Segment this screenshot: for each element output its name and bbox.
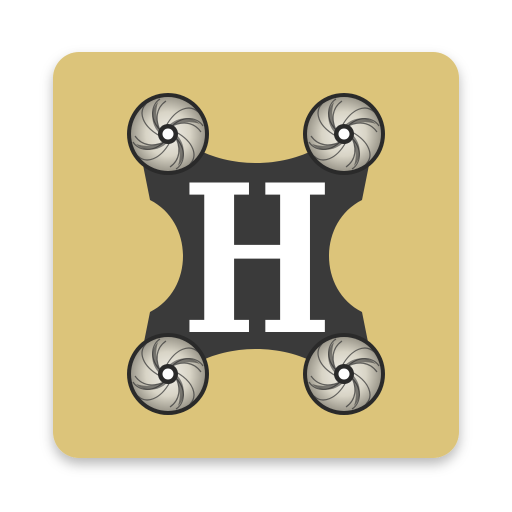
monogram-letter: H <box>182 141 332 381</box>
drone-frame <box>140 148 372 364</box>
